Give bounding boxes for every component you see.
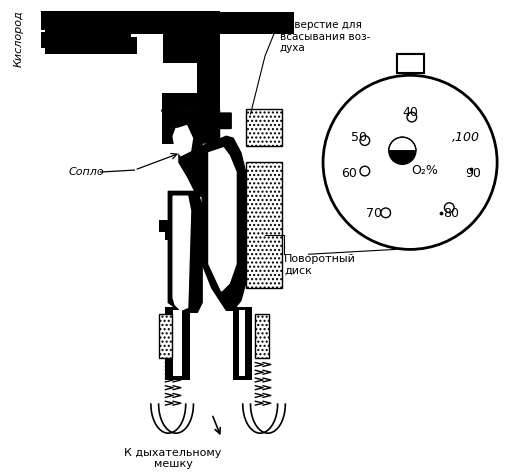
- Bar: [397, 54, 424, 73]
- Polygon shape: [168, 191, 202, 312]
- Bar: [255, 314, 269, 358]
- Polygon shape: [209, 148, 236, 291]
- Polygon shape: [173, 125, 192, 156]
- Text: 80: 80: [443, 207, 459, 220]
- Wedge shape: [389, 137, 416, 151]
- Bar: [161, 93, 219, 110]
- Text: O₂%: O₂%: [411, 163, 438, 177]
- Bar: [159, 314, 172, 358]
- Text: Поворотный
диск: Поворотный диск: [285, 254, 356, 276]
- Bar: [233, 307, 252, 380]
- Circle shape: [389, 137, 416, 164]
- Bar: [41, 32, 131, 48]
- Text: Кислород: Кислород: [13, 10, 23, 67]
- Bar: [397, 54, 424, 73]
- Text: 60: 60: [341, 167, 357, 180]
- Bar: [161, 110, 179, 144]
- Bar: [202, 30, 219, 132]
- Text: 40: 40: [402, 106, 418, 119]
- Polygon shape: [161, 110, 231, 196]
- Text: Сопло: Сопло: [68, 167, 104, 177]
- Bar: [246, 162, 282, 288]
- Bar: [165, 307, 190, 380]
- Bar: [164, 34, 198, 63]
- Text: 50: 50: [350, 131, 367, 144]
- Bar: [173, 310, 182, 376]
- Bar: [46, 37, 138, 54]
- Bar: [198, 34, 219, 140]
- Text: Отверстие для
всасывания воз-
духа: Отверстие для всасывания воз- духа: [279, 20, 370, 53]
- Text: К дыхательному
мешку: К дыхательному мешку: [124, 447, 222, 469]
- Bar: [198, 110, 219, 128]
- Text: ,100: ,100: [452, 131, 480, 144]
- Bar: [239, 310, 245, 376]
- Text: 70: 70: [366, 207, 382, 220]
- Polygon shape: [202, 136, 249, 310]
- Bar: [41, 10, 219, 30]
- Bar: [198, 12, 219, 34]
- Bar: [202, 10, 219, 30]
- Bar: [198, 12, 294, 34]
- Bar: [246, 109, 282, 146]
- Bar: [159, 220, 173, 232]
- Bar: [165, 232, 173, 240]
- Polygon shape: [173, 196, 191, 310]
- Text: 90: 90: [465, 167, 481, 180]
- Bar: [46, 12, 219, 34]
